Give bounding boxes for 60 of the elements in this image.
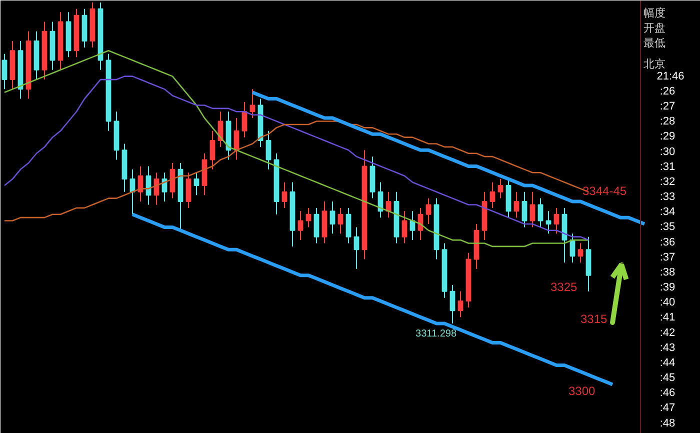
annotation: 3344-45 [582, 184, 627, 198]
candlestick [282, 182, 288, 208]
candlestick [186, 172, 192, 208]
annotation: 3325 [550, 280, 578, 294]
text: :47 [660, 402, 676, 414]
text: :38 [660, 266, 676, 278]
text: :32 [660, 176, 676, 188]
candlestick [266, 130, 272, 170]
candlestick [554, 207, 560, 234]
text: :43 [660, 342, 676, 354]
annotation: 3311.298 [416, 328, 457, 340]
text: 21:46 [656, 70, 684, 82]
annotation: 3315 [580, 312, 608, 326]
candlestick [250, 88, 256, 119]
candlestick [538, 198, 544, 228]
candlestick [338, 207, 344, 234]
candlestick [490, 182, 496, 208]
candlestick [298, 210, 304, 241]
text: :36 [660, 236, 676, 248]
text: 3300 [568, 384, 596, 398]
text: :46 [660, 387, 676, 400]
candlestick [522, 191, 528, 228]
candlestick [426, 198, 432, 224]
candlestick [354, 226, 360, 270]
text: :35 [660, 221, 676, 234]
text: :48 [660, 417, 676, 430]
candlestick [330, 201, 336, 234]
candlestick [306, 207, 312, 228]
candlestick [450, 284, 456, 324]
annotation: 开盘 [644, 22, 666, 34]
text: :28 [660, 116, 676, 128]
annotation: 最低 [644, 38, 666, 50]
text: :45 [660, 372, 676, 384]
text: :44 [660, 356, 676, 369]
candlestick [314, 207, 320, 244]
text: :34 [660, 206, 676, 218]
candlestick [514, 191, 520, 218]
text: :40 [660, 296, 676, 309]
candlestick [458, 290, 464, 318]
text: :30 [660, 146, 676, 158]
text: :27 [660, 100, 676, 113]
text: :26 [660, 86, 676, 98]
text: :42 [660, 326, 676, 339]
candlestick [546, 210, 552, 234]
text: :39 [660, 282, 676, 294]
annotation: 幅度 [644, 6, 666, 20]
annotation: 北京 [644, 58, 666, 70]
text: :41 [660, 312, 676, 324]
candlestick [346, 207, 352, 244]
candlestick [402, 210, 408, 244]
text: :33 [660, 191, 676, 204]
candlestick [210, 130, 216, 170]
candlestick [2, 53, 8, 90]
candlestick [194, 172, 200, 196]
text: :37 [660, 251, 676, 264]
candlestick [498, 178, 504, 199]
text: :31 [660, 160, 676, 173]
candlestick [578, 242, 584, 264]
text: :29 [660, 130, 676, 143]
candlestick [530, 191, 536, 228]
